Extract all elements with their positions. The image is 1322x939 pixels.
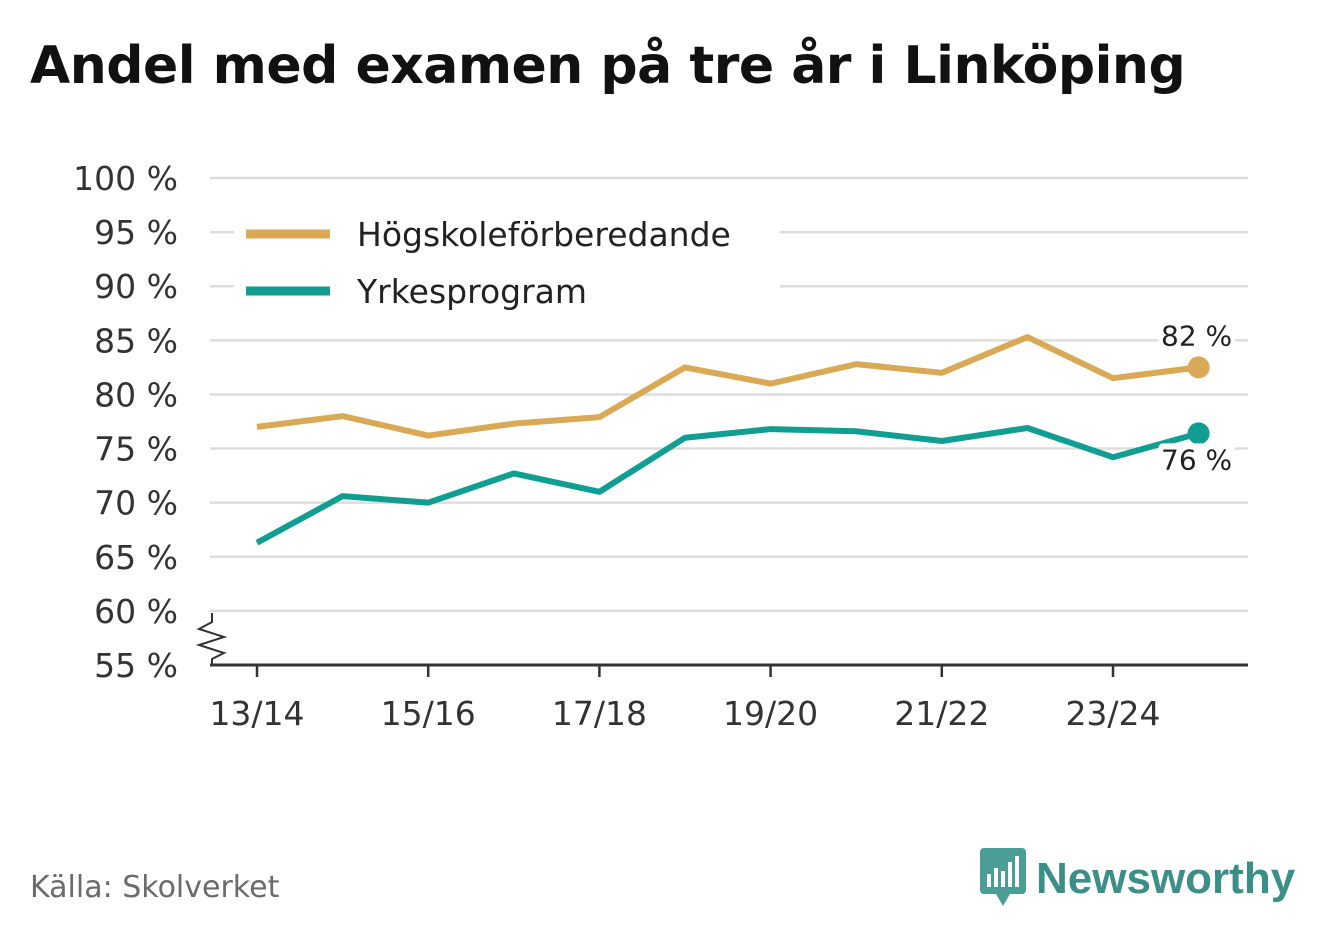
x-tick-label: 17/18 <box>552 694 647 733</box>
end-point-0 <box>1187 356 1210 379</box>
y-tick-label: 70 % <box>94 484 178 523</box>
series-line-0 <box>256 334 1199 439</box>
legend-label-0: Högskoleförberedande <box>357 215 731 254</box>
brand-name: Newsworthy <box>1036 854 1296 903</box>
x-tick-label: 23/24 <box>1065 694 1160 733</box>
x-tick-label: 21/22 <box>894 694 989 733</box>
y-tick-label: 90 % <box>94 267 178 306</box>
end-label-1: 76 % <box>1161 443 1232 476</box>
end-label-0: 82 % <box>1161 319 1232 352</box>
axis-break-icon <box>195 613 228 665</box>
y-tick-label: 55 % <box>94 646 178 685</box>
end-label-background <box>1158 443 1235 478</box>
chart-title: Andel med examen på tre år i Linköping <box>30 36 1186 96</box>
newsworthy-brand[interactable]: Newsworthy <box>980 848 1295 910</box>
y-tick-label: 75 % <box>94 430 178 469</box>
series-line-1 <box>255 424 1200 546</box>
end-point-1 <box>1187 422 1210 445</box>
legend-label-1: Yrkesprogram <box>356 272 587 311</box>
y-tick-label: 65 % <box>94 538 178 577</box>
y-tick-label: 60 % <box>94 592 178 631</box>
y-tick-label: 80 % <box>94 375 178 414</box>
y-tick-label: 95 % <box>94 213 178 252</box>
end-label-background <box>1158 319 1235 354</box>
newsworthy-logo-icon <box>980 848 1026 906</box>
y-tick-label: 100 % <box>73 159 178 198</box>
x-tick-label: 13/14 <box>209 694 304 733</box>
x-tick-label: 15/16 <box>381 694 476 733</box>
source-note: Källa: Skolverket <box>30 870 280 905</box>
x-tick-label: 19/20 <box>723 694 818 733</box>
y-tick-label: 85 % <box>94 321 178 360</box>
